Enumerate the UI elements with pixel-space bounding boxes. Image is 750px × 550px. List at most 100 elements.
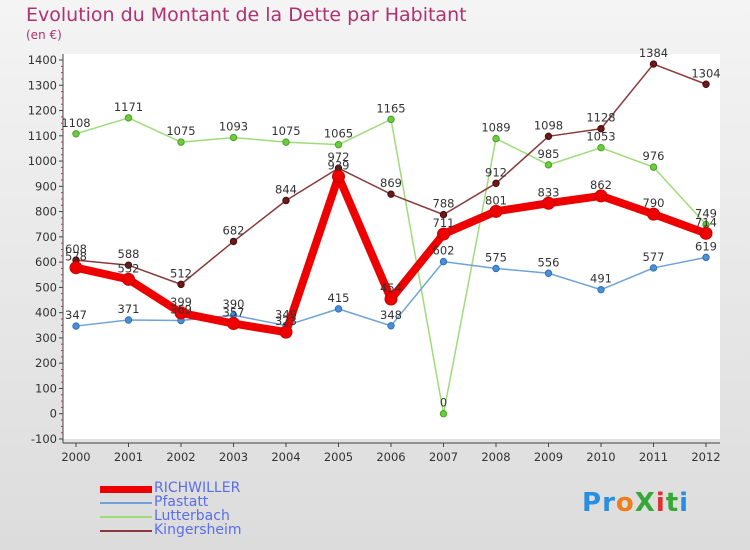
data-label-richwiller: 790 (643, 196, 665, 210)
chart-subtitle: (en €) (26, 28, 62, 42)
data-point-kingersheim (649, 60, 658, 68)
data-label-pfastatt: 491 (590, 272, 612, 286)
chart-title: Evolution du Montant de la Dette par Hab… (26, 4, 467, 26)
legend-swatch (100, 530, 152, 532)
logo-letter: i (679, 488, 690, 518)
data-point-lutterbach (544, 161, 553, 169)
data-label-pfastatt: 390 (223, 297, 245, 311)
data-label-richwiller: 714 (695, 215, 717, 229)
y-tick-label: 900 (35, 179, 57, 193)
data-label-lutterbach: 1075 (271, 124, 300, 138)
x-tick-label: 2011 (639, 450, 668, 464)
x-tick-label: 2010 (586, 450, 615, 464)
data-label-kingersheim: 869 (380, 176, 402, 190)
y-tick-label: 1400 (28, 53, 57, 67)
data-label-kingersheim: 1098 (534, 118, 563, 132)
data-point-richwiller (332, 169, 345, 183)
data-point-kingersheim (702, 80, 710, 88)
y-tick-label: 1300 (28, 78, 57, 92)
data-label-kingersheim: 1128 (586, 111, 615, 125)
data-point-richwiller (437, 227, 450, 241)
data-label-kingersheim: 608 (65, 242, 87, 256)
y-tick-label: 200 (35, 356, 57, 370)
legend-swatch (100, 486, 152, 493)
legend-label: RICHWILLER (154, 480, 241, 496)
data-point-lutterbach (439, 410, 448, 418)
data-label-kingersheim: 912 (485, 165, 507, 179)
data-label-kingersheim: 1304 (691, 66, 720, 80)
x-tick-label: 2009 (534, 450, 563, 464)
data-label-richwiller: 578 (65, 250, 87, 264)
data-label-richwiller: 357 (223, 306, 245, 320)
x-tick-label: 2001 (114, 450, 143, 464)
y-tick-label: 100 (35, 381, 57, 395)
data-label-richwiller: 399 (170, 295, 192, 309)
data-point-richwiller (699, 226, 713, 240)
y-tick-label: 1000 (28, 154, 57, 168)
data-label-lutterbach: 0 (440, 396, 447, 410)
data-label-pfastatt: 349 (275, 308, 297, 322)
data-point-kingersheim (492, 179, 500, 188)
data-label-kingersheim: 972 (328, 150, 350, 164)
data-point-richwiller (384, 292, 398, 306)
data-label-richwiller: 833 (538, 185, 560, 199)
legend-swatch (100, 516, 152, 518)
data-label-richwiller: 532 (118, 261, 140, 275)
y-tick-label: 600 (35, 255, 57, 269)
data-label-richwiller: 323 (275, 314, 297, 328)
data-point-kingersheim (387, 190, 395, 198)
data-point-richwiller (594, 189, 608, 203)
data-point-lutterbach (177, 138, 185, 146)
data-point-lutterbach (72, 130, 80, 138)
proxiti-logo: ProXiti (582, 488, 689, 518)
data-point-kingersheim (597, 125, 605, 133)
data-label-lutterbach: 976 (643, 149, 665, 163)
data-point-richwiller (122, 272, 135, 286)
y-tick-label: 1100 (28, 129, 57, 143)
data-label-pfastatt: 619 (695, 239, 717, 253)
data-point-kingersheim (229, 237, 238, 246)
data-point-pfastatt (439, 257, 448, 266)
data-point-pfastatt (72, 322, 80, 330)
data-point-richwiller (174, 306, 188, 320)
logo-letter: X (634, 488, 656, 518)
data-label-lutterbach: 1075 (166, 124, 195, 138)
data-point-lutterbach (334, 140, 343, 149)
data-label-lutterbach: 1093 (219, 120, 248, 134)
x-tick-label: 2002 (166, 450, 195, 464)
data-label-kingersheim: 682 (223, 223, 245, 237)
data-point-pfastatt (649, 264, 658, 272)
legend-label: Lutterbach (154, 508, 230, 524)
data-label-kingersheim: 588 (118, 247, 140, 261)
y-tick-label: 300 (35, 331, 57, 345)
data-point-pfastatt (702, 253, 710, 262)
data-point-pfastatt (597, 285, 605, 294)
data-label-richwiller: 454 (380, 281, 402, 295)
data-label-pfastatt: 369 (170, 302, 192, 316)
y-tick-label: 0 (50, 407, 57, 421)
data-point-lutterbach (124, 114, 133, 122)
data-label-kingersheim: 788 (433, 197, 455, 211)
x-tick-label: 2004 (271, 450, 300, 464)
data-label-lutterbach: 1053 (586, 130, 615, 144)
data-label-richwiller: 711 (433, 216, 455, 230)
x-tick-label: 2005 (324, 450, 353, 464)
data-point-pfastatt (334, 305, 343, 313)
x-tick-label: 2006 (376, 450, 405, 464)
data-point-pfastatt (387, 322, 395, 330)
data-label-lutterbach: 1108 (61, 116, 90, 130)
logo-letter: r (602, 488, 616, 518)
data-label-richwiller: 939 (328, 158, 350, 172)
data-point-pfastatt (124, 316, 133, 324)
data-label-lutterbach: 1171 (114, 100, 143, 114)
data-label-pfastatt: 556 (538, 255, 560, 269)
x-tick-label: 2008 (481, 450, 510, 464)
data-label-pfastatt: 415 (328, 291, 350, 305)
y-tick-label: 700 (35, 230, 57, 244)
data-point-richwiller (542, 196, 555, 210)
data-point-richwiller (279, 325, 293, 339)
data-label-pfastatt: 575 (485, 250, 507, 264)
x-tick-label: 2007 (429, 450, 458, 464)
x-tick-label: 2000 (61, 450, 90, 464)
